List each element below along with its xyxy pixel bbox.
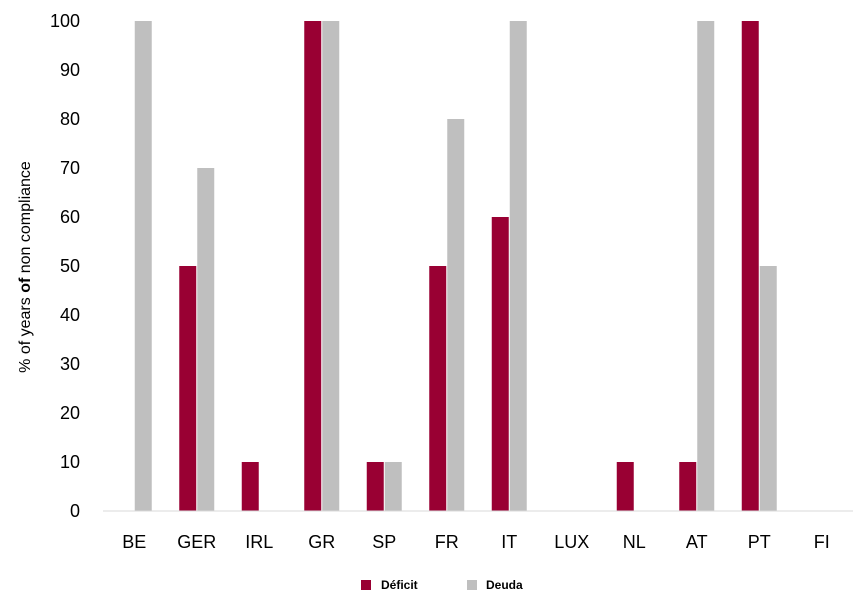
y-tick-label: 90 <box>60 60 80 80</box>
bar-deuda-sp <box>384 462 402 511</box>
bar-deuda-gr <box>322 21 340 511</box>
y-axis-label-part-1: % of years <box>17 293 34 373</box>
y-axis-label-emphasis: of <box>17 277 34 293</box>
x-tick-label: NL <box>623 532 646 552</box>
x-axis-ticks: BE GER IRL GR SP FR IT LUX NL AT PT FI <box>122 532 830 552</box>
bar-deficit-it <box>491 217 509 511</box>
x-tick-label: GER <box>177 532 216 552</box>
bar-deficit-ger <box>179 266 197 511</box>
y-tick-label: 50 <box>60 256 80 276</box>
bar-deficit-fr <box>429 266 447 511</box>
y-tick-label: 20 <box>60 403 80 423</box>
bar-deuda-fr <box>447 119 465 511</box>
x-tick-label: PT <box>748 532 771 552</box>
y-tick-label: 40 <box>60 305 80 325</box>
bar-deficit-pt <box>741 21 759 511</box>
bar-deuda-it <box>509 21 527 511</box>
legend-label: Déficit <box>381 578 418 592</box>
legend-swatch <box>467 580 477 590</box>
bar-deficit-irl <box>241 462 259 511</box>
x-tick-label: IT <box>501 532 517 552</box>
bar-deficit-sp <box>366 462 384 511</box>
x-tick-label: GR <box>308 532 335 552</box>
y-tick-label: 10 <box>60 452 80 472</box>
bars <box>134 21 777 511</box>
y-tick-label: 100 <box>50 11 80 31</box>
bar-deuda-ger <box>197 168 215 511</box>
x-tick-label: LUX <box>554 532 589 552</box>
y-tick-label: 30 <box>60 354 80 374</box>
bar-deficit-nl <box>616 462 634 511</box>
y-tick-label: 70 <box>60 158 80 178</box>
x-tick-label: FI <box>814 532 830 552</box>
y-tick-label: 0 <box>70 501 80 521</box>
y-axis-label: % of years of non compliance <box>17 161 34 373</box>
legend: Déficit Deuda <box>361 578 523 592</box>
bar-deuda-be <box>134 21 152 511</box>
y-axis-ticks: 0 10 20 30 40 50 60 70 80 90 100 <box>50 11 80 521</box>
x-tick-label: AT <box>686 532 708 552</box>
bar-deuda-pt <box>759 266 777 511</box>
y-tick-label: 80 <box>60 109 80 129</box>
x-tick-label: IRL <box>245 532 273 552</box>
x-tick-label: SP <box>372 532 396 552</box>
x-tick-label: FR <box>435 532 459 552</box>
y-axis-label-part-2: non compliance <box>17 161 34 278</box>
bar-deuda-at <box>697 21 715 511</box>
bar-deficit-gr <box>304 21 322 511</box>
bar-deficit-at <box>679 462 697 511</box>
legend-swatch <box>361 580 371 590</box>
x-tick-label: BE <box>122 532 146 552</box>
y-tick-label: 60 <box>60 207 80 227</box>
legend-label: Deuda <box>486 578 523 592</box>
